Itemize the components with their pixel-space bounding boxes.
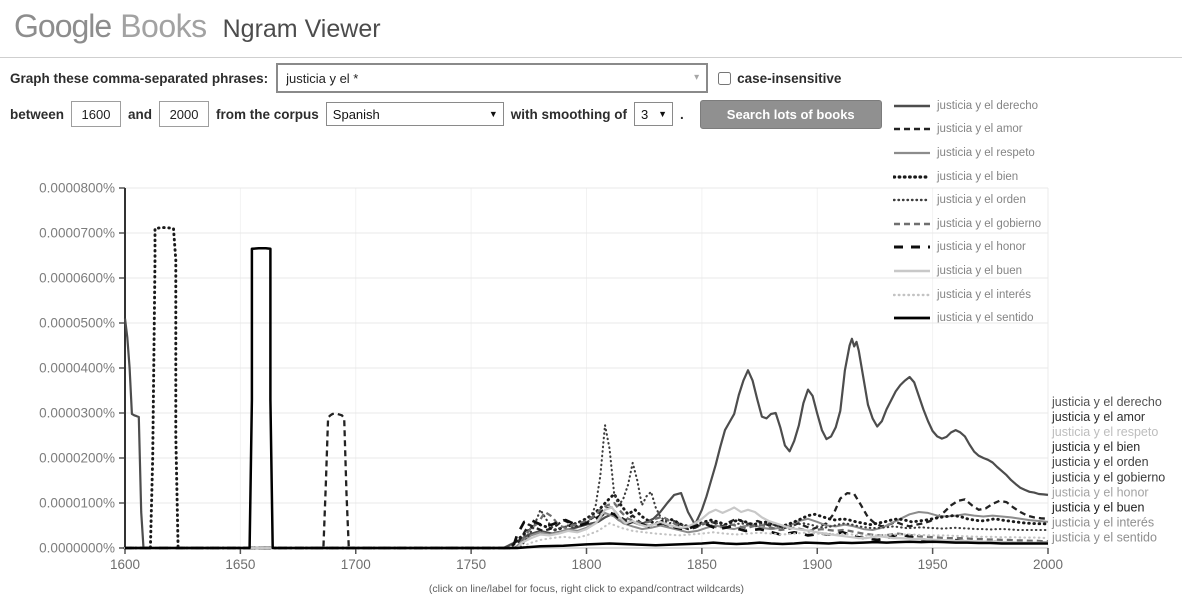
line-end-label-orden[interactable]: justicia y el orden — [1051, 455, 1149, 469]
y-tick-label: 0.0000500% — [39, 316, 115, 331]
year-start-input[interactable] — [71, 101, 122, 127]
legend-line-swatch — [893, 293, 931, 296]
legend-item-honor[interactable]: justicia y el honor — [893, 236, 1041, 260]
corpus-select[interactable]: Spanish ▼ — [325, 102, 504, 126]
series-line-amor[interactable] — [125, 412, 1049, 550]
corpus-selected-value: Spanish — [332, 106, 380, 122]
legend-item-label: justicia y el buen — [937, 264, 1023, 277]
period-text: . — [680, 106, 684, 122]
case-insensitive-label: case-insensitive — [737, 70, 842, 86]
books-logo-text: Books — [120, 8, 207, 44]
line-end-label-buen[interactable]: justicia y el buen — [1051, 500, 1144, 514]
x-tick-label: 1950 — [918, 557, 948, 572]
corpus-label: from the corpus — [216, 106, 319, 122]
series-line-interes[interactable] — [123, 522, 1050, 550]
legend-item-label: justicia y el respeto — [937, 146, 1035, 159]
legend-line-swatch — [894, 269, 930, 273]
and-label: and — [128, 106, 153, 122]
legend-item-gobierno[interactable]: justicia y el gobierno — [893, 212, 1041, 236]
legend-item-label: justicia y el gobierno — [937, 217, 1042, 230]
line-end-label-derecho[interactable]: justicia y el derecho — [1051, 395, 1162, 409]
legend-item-label: justicia y el bien — [937, 170, 1019, 183]
legend-line-swatch — [894, 316, 930, 320]
options-form-row: between and from the corpus Spanish ▼ wi… — [10, 99, 882, 129]
legend-item-label: justicia y el orden — [937, 194, 1026, 207]
line-end-label-honor[interactable]: justicia y el honor — [1051, 485, 1149, 499]
x-tick-label: 1850 — [687, 557, 717, 572]
series-line-orden[interactable] — [123, 424, 1050, 550]
dropdown-arrow-icon: ▼ — [488, 109, 498, 119]
series-line-buen[interactable] — [125, 506, 1048, 550]
x-tick-label: 2000 — [1033, 557, 1063, 572]
y-tick-label: 0.0000200% — [39, 451, 115, 466]
between-label: between — [10, 106, 65, 122]
search-button[interactable]: Search lots of books — [699, 99, 882, 129]
legend-line-swatch — [894, 151, 930, 155]
legend-item-label: justicia y el derecho — [937, 99, 1038, 112]
app-title: Ngram Viewer — [222, 15, 381, 43]
y-tick-label: 0.0000400% — [39, 361, 115, 376]
case-insensitive-checkbox[interactable] — [718, 71, 732, 85]
legend-item-buen[interactable]: justicia y el buen — [893, 259, 1041, 283]
chart-hint-caption: (click on line/label for focus, right cl… — [428, 583, 745, 595]
phrases-label: Graph these comma-separated phrases: — [10, 70, 269, 86]
google-books-logo[interactable]: Google Books Ngram Viewer — [14, 8, 381, 45]
line-end-label-amor[interactable]: justicia y el amor — [1051, 410, 1145, 424]
legend-item-interes[interactable]: justicia y el interés — [893, 283, 1041, 307]
legend-line-swatch — [893, 174, 931, 179]
x-tick-label: 1900 — [802, 557, 832, 572]
chart-legend: justicia y el derecho justicia y el amor j… — [893, 94, 1041, 330]
line-end-label-respeto[interactable]: justicia y el respeto — [1051, 425, 1158, 439]
google-logo-text: Google — [14, 8, 112, 44]
series-line-gobierno[interactable] — [125, 501, 1048, 550]
legend-line-swatch — [893, 198, 931, 202]
y-tick-label: 0.0000000% — [39, 541, 115, 556]
phrases-input[interactable] — [276, 63, 709, 93]
phrase-form-row: Graph these comma-separated phrases: ▾ c… — [10, 62, 841, 94]
legend-item-label: justicia y el interés — [937, 288, 1031, 301]
legend-item-label: justicia y el honor — [937, 241, 1026, 254]
series-line-sentido[interactable] — [125, 247, 1048, 550]
y-tick-label: 0.0000300% — [39, 406, 115, 421]
smoothing-select[interactable]: 3 ▼ — [634, 102, 674, 126]
y-tick-label: 0.0000800% — [39, 181, 115, 196]
phrases-input-wrap: ▾ — [276, 63, 709, 93]
legend-item-orden[interactable]: justicia y el orden — [893, 188, 1041, 212]
dropdown-arrow-icon: ▼ — [658, 109, 668, 119]
smoothing-label: with smoothing of — [510, 106, 628, 122]
legend-line-swatch — [894, 245, 930, 249]
x-tick-label: 1750 — [456, 557, 486, 572]
legend-item-label: justicia y el amor — [937, 123, 1023, 136]
legend-item-derecho[interactable]: justicia y el derecho — [893, 94, 1041, 118]
line-end-label-bien[interactable]: justicia y el bien — [1051, 440, 1140, 454]
line-end-label-interes[interactable]: justicia y el interés — [1051, 515, 1154, 529]
legend-item-respeto[interactable]: justicia y el respeto — [893, 141, 1041, 165]
x-tick-label: 1700 — [341, 557, 371, 572]
series-line-derecho[interactable] — [123, 318, 1049, 550]
legend-line-swatch — [894, 222, 930, 226]
smoothing-selected-value: 3 — [641, 106, 649, 122]
x-tick-label: 1650 — [225, 557, 255, 572]
legend-line-swatch — [894, 128, 930, 131]
y-tick-label: 0.0000100% — [39, 496, 115, 511]
x-tick-label: 1600 — [110, 557, 140, 572]
legend-item-amor[interactable]: justicia y el amor — [893, 118, 1041, 142]
year-end-input[interactable] — [159, 101, 210, 127]
legend-item-label: justicia y el sentido — [937, 312, 1034, 325]
line-end-label-sentido[interactable]: justicia y el sentido — [1051, 530, 1157, 544]
header-divider — [0, 57, 1182, 58]
legend-line-swatch — [894, 104, 930, 108]
legend-item-sentido[interactable]: justicia y el sentido — [893, 306, 1041, 330]
line-end-label-gobierno[interactable]: justicia y el gobierno — [1051, 470, 1165, 484]
legend-item-bien[interactable]: justicia y el bien — [893, 165, 1041, 189]
y-tick-label: 0.0000600% — [39, 271, 115, 286]
y-tick-label: 0.0000700% — [39, 226, 115, 241]
x-tick-label: 1800 — [571, 557, 601, 572]
